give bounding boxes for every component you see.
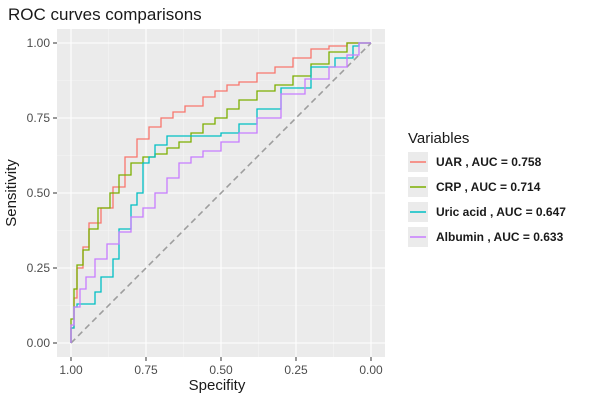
y-axis-title: Sensitivity — [3, 159, 20, 227]
legend-label-series-1: UAR , AUC = 0.758 — [436, 155, 542, 169]
y-axis: 0.00 0.25 0.50 0.75 1.00 — [27, 36, 57, 350]
y-tick-label: 0.75 — [27, 111, 51, 125]
y-tick-label: 1.00 — [27, 36, 51, 50]
x-tick-label: 0.50 — [209, 363, 233, 377]
x-tick-label: 1.00 — [59, 363, 83, 377]
chart-title: ROC curves comparisons — [8, 5, 202, 24]
x-tick-label: 0.25 — [284, 363, 308, 377]
y-tick-label: 0.00 — [27, 336, 51, 350]
legend-label-series-3: Uric acid , AUC = 0.647 — [436, 205, 566, 219]
roc-line-series-2 — [70, 42, 371, 343]
x-axis-title: Specifity — [189, 377, 246, 394]
legend-items: UAR , AUC = 0.758 CRP , AUC = 0.714 Uric a… — [408, 152, 566, 247]
plot-panel — [57, 29, 385, 357]
x-axis: 1.00 0.75 0.50 0.25 0.00 — [59, 357, 383, 377]
roc-line-series-4 — [70, 42, 371, 343]
y-tick-label: 0.50 — [27, 186, 51, 200]
legend-label-series-2: CRP , AUC = 0.714 — [436, 180, 541, 194]
roc-line-series-1 — [70, 42, 371, 343]
legend-title: Variables — [408, 130, 469, 147]
reference-diagonal — [70, 42, 372, 344]
legend-label-series-4: Albumin , AUC = 0.633 — [436, 230, 564, 244]
x-tick-label: 0.75 — [134, 363, 158, 377]
legend: Variables UAR , AUC = 0.758 CRP , AUC = 0… — [408, 130, 566, 247]
series-lines — [70, 42, 371, 343]
y-tick-label: 0.25 — [27, 261, 51, 275]
x-tick-label: 0.00 — [359, 363, 383, 377]
roc-line-series-3 — [70, 42, 371, 343]
